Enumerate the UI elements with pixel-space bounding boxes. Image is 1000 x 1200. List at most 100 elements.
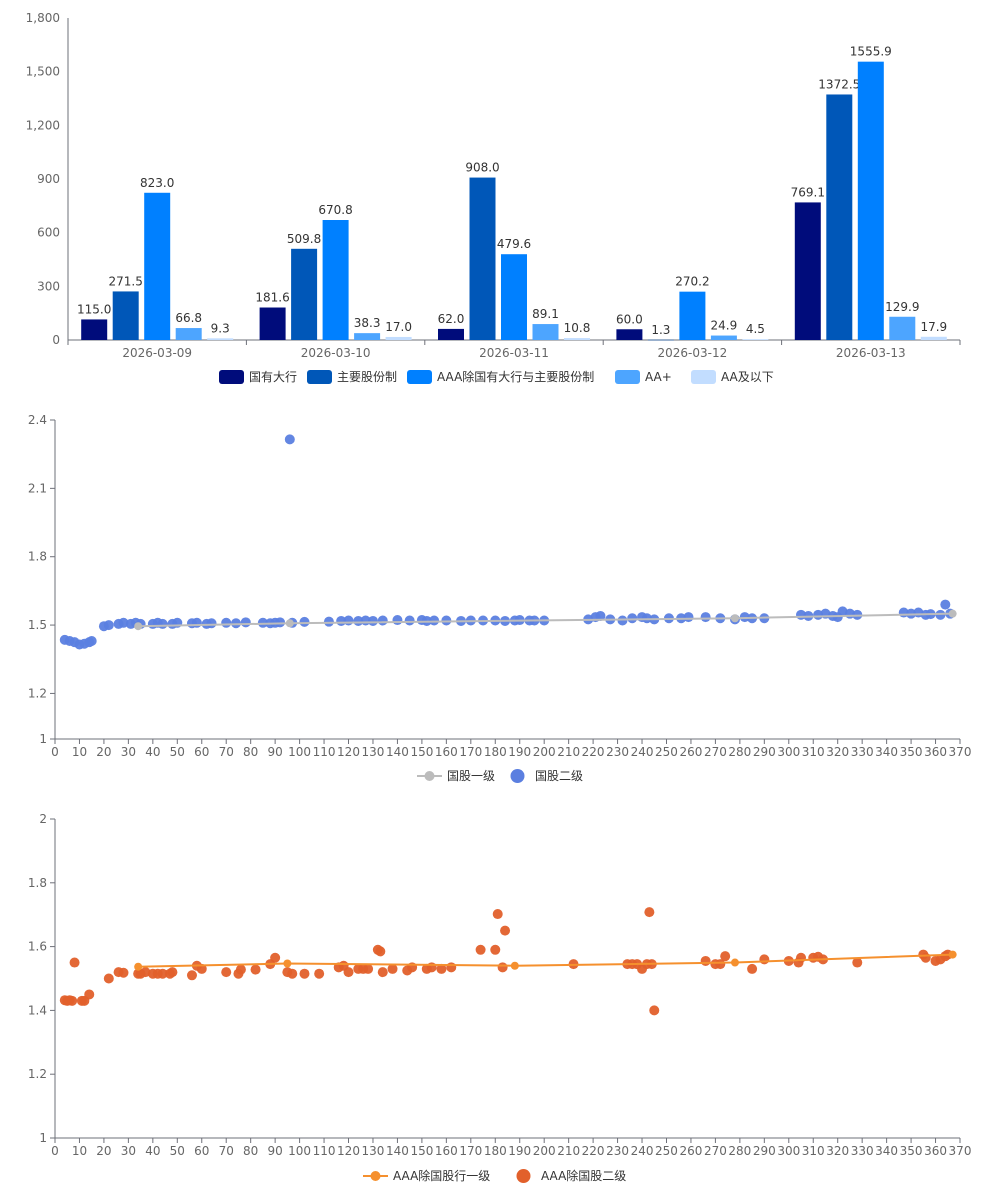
trend-line xyxy=(138,953,953,968)
scatter-point xyxy=(270,952,281,963)
x-tick-label: 50 xyxy=(170,1144,185,1158)
scatter-point xyxy=(314,968,325,979)
bar xyxy=(794,202,821,340)
bar-value-label: 1.3 xyxy=(651,323,670,337)
x-tick-label: 200 xyxy=(533,745,556,759)
y-tick-label: 1.2 xyxy=(28,686,47,700)
x-tick-label: 70 xyxy=(219,745,234,759)
bar xyxy=(564,338,590,340)
y-tick-label: 1.8 xyxy=(28,550,47,564)
x-tick-label: 10 xyxy=(72,1144,87,1158)
scatter-point xyxy=(275,617,286,628)
x-tick-label: 270 xyxy=(704,745,727,759)
scatter-point xyxy=(649,1005,660,1016)
x-tick-label: 270 xyxy=(704,1144,727,1158)
scatter-point xyxy=(700,612,711,623)
scatter-point xyxy=(69,957,80,968)
x-tick-label: 290 xyxy=(753,745,776,759)
scatter-point xyxy=(196,963,207,974)
x-tick-label: 260 xyxy=(679,745,702,759)
scatter-point xyxy=(157,618,168,629)
scatter-point xyxy=(221,967,232,978)
bar-value-label: 17.0 xyxy=(385,320,412,334)
scatter-point xyxy=(157,968,168,979)
scatter-point xyxy=(186,970,197,981)
x-tick-label: 350 xyxy=(900,1144,923,1158)
scatter-point xyxy=(103,620,114,631)
trend-point xyxy=(730,958,739,967)
x-tick-label: 40 xyxy=(145,1144,160,1158)
y-tick-label: 1.5 xyxy=(28,618,47,632)
x-tick-label: 300 xyxy=(777,1144,800,1158)
x-tick-label: 220 xyxy=(582,1144,605,1158)
x-tick-label: 250 xyxy=(655,745,678,759)
y-tick-label: 600 xyxy=(37,226,60,240)
scatter-point xyxy=(747,963,758,974)
bar xyxy=(259,307,286,340)
scatter-point xyxy=(700,955,711,966)
x-tick-label: 70 xyxy=(219,1144,234,1158)
legend-label: AAA除国股二级 xyxy=(541,1168,626,1183)
x-tick-label: 220 xyxy=(582,745,605,759)
scatter-point xyxy=(367,615,378,626)
bar-value-label: 479.6 xyxy=(497,237,531,251)
y-tick-label: 0 xyxy=(52,333,60,347)
scatter-point xyxy=(940,599,951,610)
x-tick-label: 150 xyxy=(410,1144,433,1158)
scatter-point xyxy=(475,944,486,955)
x-tick-label: 180 xyxy=(484,1144,507,1158)
x-tick-label: 120 xyxy=(337,745,360,759)
x-tick-label: 100 xyxy=(288,1144,311,1158)
legend-label: 主要股份制 xyxy=(337,370,397,384)
x-tick-label: 340 xyxy=(875,1144,898,1158)
y-tick-label: 2.4 xyxy=(28,413,47,427)
bar xyxy=(532,324,559,340)
x-tick-label: 240 xyxy=(631,1144,654,1158)
y-tick-label: 1,500 xyxy=(26,65,60,79)
x-tick-label: 60 xyxy=(194,745,209,759)
bar-value-label: 181.6 xyxy=(255,291,289,305)
bar xyxy=(207,338,234,340)
scatter-point xyxy=(235,964,246,975)
legend-swatch xyxy=(407,370,432,384)
y-tick-label: 1.4 xyxy=(28,1003,47,1017)
bar xyxy=(175,328,202,340)
scatter-point xyxy=(852,957,863,968)
bar xyxy=(616,329,643,340)
trend-point xyxy=(948,950,957,959)
bar xyxy=(438,328,464,340)
y-tick-label: 1 xyxy=(39,1131,47,1145)
x-tick-label: 280 xyxy=(728,745,751,759)
scatter-point xyxy=(759,954,770,965)
bar-value-label: 9.3 xyxy=(211,321,230,335)
x-tick-label: 30 xyxy=(121,1144,136,1158)
y-tick-label: 2.1 xyxy=(28,481,47,495)
scatter-point xyxy=(377,967,388,978)
x-tick-label: 10 xyxy=(72,745,87,759)
bar-value-label: 60.0 xyxy=(616,312,643,326)
scatter-point xyxy=(436,963,447,974)
bar-value-label: 62.0 xyxy=(438,312,465,326)
scatter-point xyxy=(343,615,354,626)
bar xyxy=(889,316,916,340)
x-tick-label: 50 xyxy=(170,745,185,759)
scatter-point xyxy=(240,617,251,628)
scatter-point xyxy=(426,962,437,973)
x-tick-label: 170 xyxy=(459,745,482,759)
x-tick-label: 20 xyxy=(96,1144,111,1158)
legend-label: 国有大行 xyxy=(249,370,297,384)
x-tick-label: 230 xyxy=(606,1144,629,1158)
y-tick-label: 900 xyxy=(37,172,60,186)
scatter-point xyxy=(167,967,178,978)
scatter-point xyxy=(446,962,457,973)
bar-value-label: 670.8 xyxy=(318,203,352,217)
scatter-point xyxy=(118,967,129,978)
bar-value-label: 908.0 xyxy=(465,161,499,175)
bar-value-label: 509.8 xyxy=(287,232,321,246)
x-tick-label: 250 xyxy=(655,1144,678,1158)
bar xyxy=(81,319,108,340)
y-tick-label: 1 xyxy=(39,732,47,746)
scatter-point xyxy=(720,951,731,962)
trend-point xyxy=(283,959,292,968)
